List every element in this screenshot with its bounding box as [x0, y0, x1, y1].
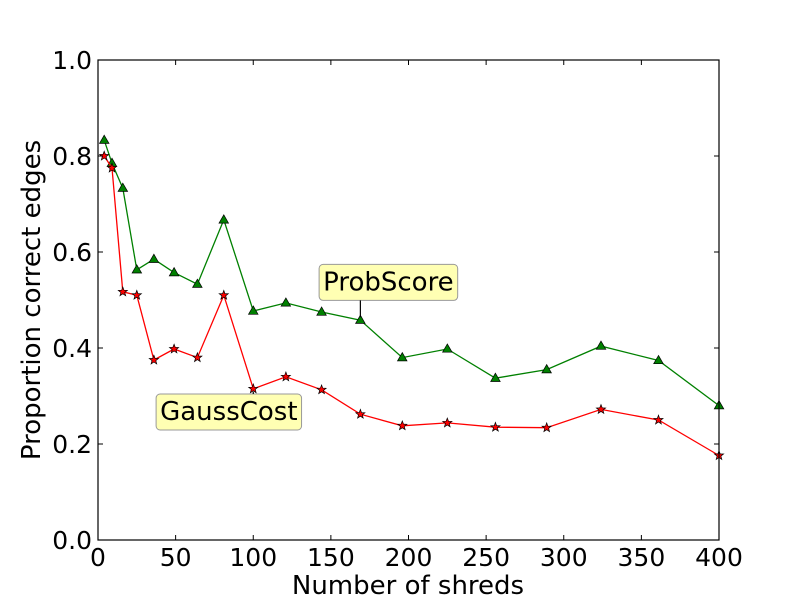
- x-tick-label: 50: [160, 543, 192, 572]
- x-tick-label: 300: [540, 543, 588, 572]
- data-point-probscore: [191, 278, 203, 288]
- data-point-gausscost: [148, 354, 160, 365]
- x-tick-label: 100: [229, 543, 277, 572]
- data-point-probscore: [354, 314, 366, 324]
- x-tick-label: 350: [618, 543, 666, 572]
- data-point-probscore: [148, 253, 160, 263]
- data-point-gausscost: [316, 383, 328, 395]
- data-point-gausscost: [652, 414, 664, 425]
- annotation-label: GaussCost: [160, 397, 297, 427]
- data-point-gausscost: [396, 420, 408, 431]
- data-point-gausscost: [441, 417, 453, 428]
- data-point-gausscost: [280, 370, 292, 382]
- data-point-gausscost: [354, 408, 366, 419]
- data-point-gausscost: [168, 343, 180, 354]
- y-tick-label: 0.8: [52, 142, 92, 171]
- data-point-probscore: [441, 343, 453, 353]
- data-point-gausscost: [191, 351, 203, 363]
- data-point-probscore: [280, 297, 292, 307]
- data-point-probscore: [316, 306, 327, 316]
- y-tick-label: 1.0: [52, 46, 92, 75]
- data-point-probscore: [653, 354, 664, 365]
- data-point-probscore: [490, 372, 501, 382]
- x-tick-label: 400: [695, 543, 743, 572]
- y-tick-label: 0.0: [52, 526, 92, 555]
- data-point-gausscost: [541, 421, 553, 433]
- annotation-box: [155, 393, 303, 431]
- data-point-gausscost: [98, 150, 110, 161]
- data-point-probscore: [595, 340, 607, 350]
- data-point-probscore: [98, 134, 110, 144]
- data-point-probscore: [541, 363, 553, 374]
- data-point-gausscost: [117, 285, 129, 297]
- x-tick-label: 150: [307, 543, 355, 572]
- x-axis-label: Number of shreds: [292, 571, 524, 600]
- tick-layer: 0 50 100 150 200 250 300 350 400 0.0 0.2 0.4 0.6 0.8 1…: [52, 46, 743, 572]
- data-point-gausscost: [489, 421, 501, 432]
- data-point-probscore: [168, 266, 180, 277]
- annotation-probscore: ProbScore: [318, 263, 459, 318]
- y-tick-label: 0.2: [52, 430, 92, 459]
- annotation-label: ProbScore: [323, 267, 454, 297]
- data-point-probscore: [396, 351, 408, 362]
- x-tick-label: 250: [462, 543, 510, 572]
- annotation-box: [318, 263, 459, 301]
- data-point-gausscost: [247, 382, 259, 394]
- annotation-layer: ProbScore GaussCost: [155, 263, 459, 431]
- y-tick-label: 0.6: [52, 238, 92, 267]
- data-point-probscore: [117, 182, 129, 192]
- data-point-gausscost: [106, 162, 118, 173]
- x-tick-label: 0: [90, 543, 106, 572]
- y-tick-label: 0.4: [52, 334, 92, 363]
- data-point-gausscost: [218, 289, 230, 300]
- y-axis-label: Proportion correct edges: [17, 140, 47, 460]
- series-layer: [98, 134, 725, 461]
- data-point-probscore: [131, 264, 143, 274]
- data-point-probscore: [218, 214, 230, 224]
- data-point-gausscost: [131, 289, 143, 300]
- annotation-gausscost: GaussCost: [155, 391, 303, 431]
- data-point-probscore: [247, 305, 259, 315]
- data-point-gausscost: [595, 403, 607, 415]
- x-tick-label: 200: [385, 543, 433, 572]
